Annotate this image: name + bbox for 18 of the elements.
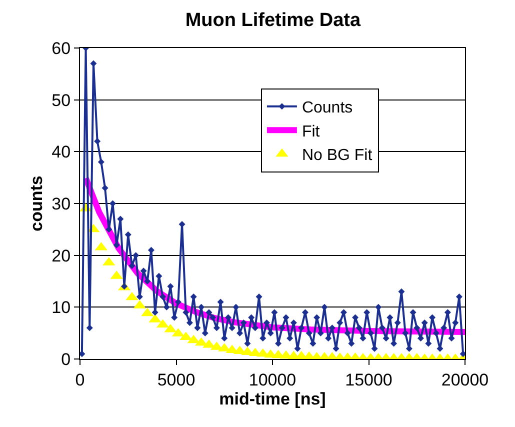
y-tick-label: 60 xyxy=(52,38,71,58)
y-axis-title: counts xyxy=(27,176,46,232)
y-tick-label: 30 xyxy=(52,194,71,214)
x-tick-label: 10000 xyxy=(248,370,296,390)
y-tick-label: 0 xyxy=(61,350,71,369)
x-tick-label: 5000 xyxy=(157,370,196,390)
y-tick-label: 20 xyxy=(52,246,71,266)
x-axis-title: mid-time [ns] xyxy=(219,389,326,408)
legend-label: Counts xyxy=(302,100,353,117)
x-tick-label: 0 xyxy=(75,370,85,390)
legend-label: Fit xyxy=(302,123,320,140)
legend-label: No BG Fit xyxy=(302,147,373,164)
x-tick-label: 15000 xyxy=(345,370,392,390)
y-tick-label: 50 xyxy=(52,90,71,110)
x-tick-label: 20000 xyxy=(441,370,489,390)
y-tick-label: 10 xyxy=(52,298,71,318)
y-tick-label: 40 xyxy=(52,142,71,162)
chart-title: Muon Lifetime Data xyxy=(185,10,361,32)
